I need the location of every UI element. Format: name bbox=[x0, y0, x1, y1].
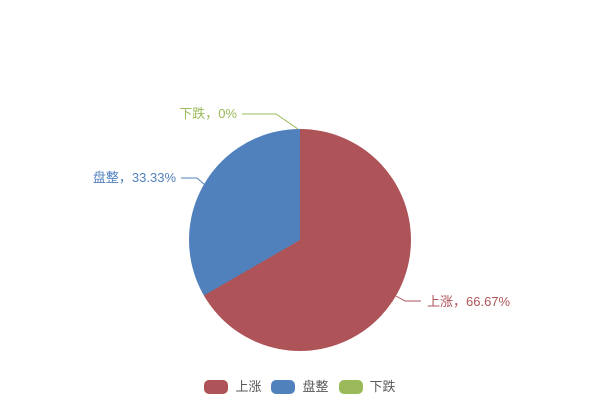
legend-swatch-rise bbox=[204, 380, 229, 394]
slice-label-flat: 盘整，33.33% bbox=[92, 170, 176, 185]
legend: 上涨 盘整 下跌 bbox=[0, 379, 600, 395]
legend-item-fall[interactable]: 下跌 bbox=[338, 379, 396, 395]
legend-item-flat[interactable]: 盘整 bbox=[271, 379, 329, 395]
legend-label-flat: 盘整 bbox=[302, 379, 329, 394]
label-line-rise bbox=[395, 295, 421, 302]
pie[interactable] bbox=[189, 129, 411, 351]
legend-item-rise[interactable]: 上涨 bbox=[204, 379, 261, 395]
label-line-flat bbox=[181, 177, 206, 186]
legend-swatch-flat bbox=[271, 380, 296, 394]
label-line-fall bbox=[242, 113, 299, 130]
slice-label-fall: 下跌，0% bbox=[179, 106, 237, 121]
legend-label-fall: 下跌 bbox=[369, 379, 396, 394]
legend-label-rise: 上涨 bbox=[235, 379, 262, 394]
legend-swatch-fall bbox=[338, 380, 363, 394]
slice-label-rise: 上涨，66.67% bbox=[427, 294, 511, 309]
